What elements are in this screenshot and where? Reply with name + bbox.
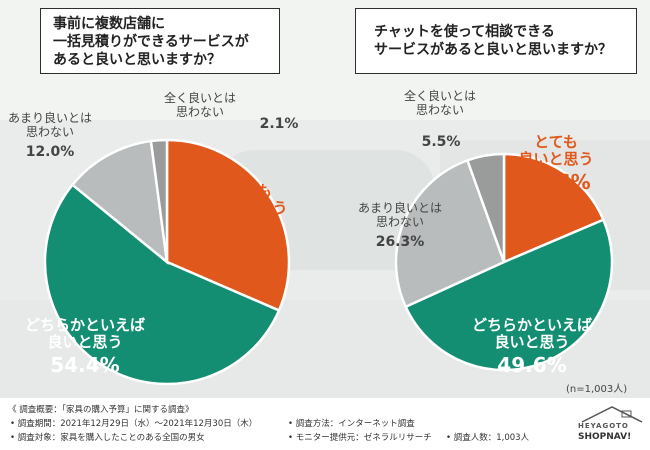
question-left-line: 事前に複数店舗に bbox=[53, 16, 165, 32]
pie-slice bbox=[70, 139, 169, 265]
slice-value: 18.6% bbox=[521, 170, 590, 194]
pie-charts: とても良いと思う31.5%どちらかといえば良いと思う54.4%あまり良いとは思わ… bbox=[8, 88, 614, 386]
slice-label: あまり良いとは bbox=[8, 110, 92, 125]
sample-size-note: (n=1,003人) bbox=[566, 384, 628, 395]
pie-slice bbox=[404, 218, 614, 372]
footer-count: • 調査人数：1,003人 bbox=[446, 433, 530, 443]
slice-label: 思わない bbox=[416, 103, 464, 117]
slice-label: 良いと思う bbox=[494, 333, 569, 351]
question-right-box: チャットを使って相談できる サービスがあると良いと思いますか？ bbox=[355, 8, 637, 74]
shopnavi-logo: HEYAGOTO SHOPNAV! bbox=[578, 404, 646, 446]
logo-bottom-text: SHOPNAV! bbox=[578, 432, 632, 442]
slice-value: 26.3% bbox=[376, 234, 425, 250]
slice-label: どちらかといえば bbox=[25, 316, 145, 334]
slice-label: とても bbox=[228, 182, 272, 200]
slice-value: 2.1% bbox=[260, 116, 299, 132]
slice-label: 思わない bbox=[26, 125, 74, 139]
logo-top-text: HEYAGOTO bbox=[578, 422, 629, 430]
survey-footer: 《 調査概要：「家具の購入予算」に関する調査》 • 調査期間：2021年12月2… bbox=[0, 398, 650, 450]
question-left-box: 事前に複数店舗に 一括見積りができるサービスが あると良いと思いますか？ bbox=[40, 8, 280, 74]
footer-provider: • モニター提供元：ゼネラルリサーチ bbox=[288, 433, 432, 443]
slice-value: 49.6% bbox=[497, 353, 566, 377]
pie-chart-2: とても良いと思う18.6%どちらかといえば良いと思う49.6%あまり良いとは思わ… bbox=[358, 88, 614, 377]
footer-heading: 《 調査概要：「家具の購入予算」に関する調査》 bbox=[8, 405, 194, 415]
pie-slice bbox=[394, 158, 506, 309]
slice-value: 54.4% bbox=[50, 353, 119, 377]
slice-label: 良いと思う bbox=[212, 199, 287, 217]
pie-slice bbox=[43, 183, 281, 386]
pie-slice bbox=[502, 152, 606, 264]
question-right-line: チャットを使って相談できる bbox=[374, 24, 555, 40]
question-left-line: あると良いと思いますか？ bbox=[53, 52, 221, 68]
house-icon bbox=[581, 406, 643, 423]
slice-value: 31.5% bbox=[215, 219, 284, 243]
slice-label: 全く良いとは bbox=[164, 90, 236, 105]
footer-period: • 調査期間：2021年12月29日（水）～2021年12月30日（木） bbox=[10, 419, 258, 429]
slice-label: 思わない bbox=[176, 105, 224, 119]
pie-slice bbox=[149, 138, 169, 263]
slice-label: 良いと思う bbox=[47, 333, 122, 351]
slice-label: とても bbox=[534, 133, 578, 151]
slice-label: 良いと思う bbox=[518, 150, 593, 168]
question-right-line: サービスがあると良いと思いますか？ bbox=[374, 42, 612, 58]
slice-value: 12.0% bbox=[26, 144, 75, 160]
footer-method: • 調査方法：インターネット調査 bbox=[288, 419, 415, 429]
pie-chart-1: とても良いと思う31.5%どちらかといえば良いと思う54.4%あまり良いとは思わ… bbox=[8, 90, 299, 386]
question-left-line: 一括見積りができるサービスが bbox=[53, 34, 249, 50]
pie-slice bbox=[165, 138, 291, 313]
slice-label: どちらかといえば bbox=[472, 316, 592, 334]
slice-label: あまり良いとは bbox=[358, 200, 442, 215]
pie-slice bbox=[465, 152, 506, 263]
slice-label: 思わない bbox=[376, 215, 424, 229]
footer-target: • 調査対象：家具を購入したことのある全国の男女 bbox=[10, 433, 205, 443]
slice-value: 5.5% bbox=[422, 134, 461, 150]
slice-label: 全く良いとは bbox=[404, 88, 476, 103]
